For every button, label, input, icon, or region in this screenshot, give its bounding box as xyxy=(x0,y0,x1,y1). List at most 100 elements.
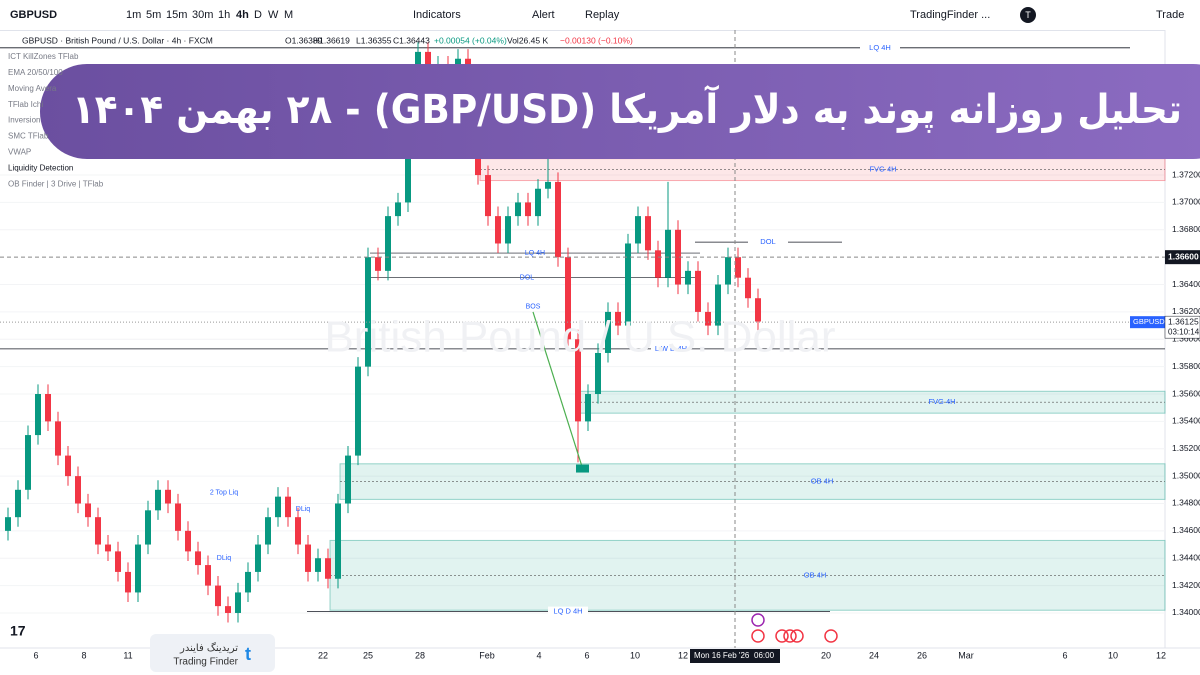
indicator-name: ICT KillZones TFlab xyxy=(8,52,79,61)
y-tick-label: 1.37000 xyxy=(1172,197,1200,207)
symbol[interactable]: GBPUSD xyxy=(10,9,58,21)
indicators-button[interactable]: Indicators xyxy=(413,9,461,21)
candle-body xyxy=(185,530,191,552)
alert-button[interactable]: Alert xyxy=(532,9,555,21)
candle-body xyxy=(735,257,741,278)
y-tick-label: 1.35400 xyxy=(1172,416,1200,426)
indicator-name: EMA 20/50/100 xyxy=(8,68,63,77)
candle-body xyxy=(755,298,761,322)
indicator-name: VWAP xyxy=(8,148,31,157)
symbol-tag xyxy=(1130,316,1165,329)
toolbar: GBPUSD 1m 5m 15m 30m 1h 4h D W M Indicators Aler… xyxy=(0,0,1200,31)
y-tick-label: 1.35200 xyxy=(1172,443,1200,453)
candle-body xyxy=(215,585,221,607)
candle-body xyxy=(225,606,231,613)
legend-volume: Vol26.45 K xyxy=(507,35,548,45)
level-label-bg xyxy=(748,237,788,248)
level-label-bg xyxy=(548,606,588,617)
candle-body xyxy=(685,270,691,285)
candle-body xyxy=(45,394,51,422)
logo-mark: t xyxy=(245,644,251,664)
candle-body xyxy=(605,311,611,353)
event-icon xyxy=(751,629,765,643)
interval[interactable]: 4h xyxy=(236,9,249,21)
candle-body xyxy=(305,544,311,572)
interval[interactable]: 5m xyxy=(146,9,162,21)
interval[interactable]: D xyxy=(254,9,262,21)
avatar[interactable]: T xyxy=(1020,7,1036,23)
candle-body xyxy=(35,394,41,436)
indicator-name: Liquidity Detection xyxy=(8,163,73,172)
candle-body xyxy=(405,120,411,203)
candle-body xyxy=(485,175,491,217)
symbol-tag-text: GBPUSD xyxy=(1133,317,1165,326)
event-icon xyxy=(775,629,789,643)
candle-body xyxy=(315,558,321,572)
candle-body xyxy=(245,571,251,593)
logo-box xyxy=(150,634,275,672)
y-tick-label: 1.37200 xyxy=(1172,169,1200,179)
interval[interactable]: 1h xyxy=(218,9,231,21)
x-tick-label: 6 xyxy=(584,650,589,660)
x-tick-label: 28 xyxy=(415,650,425,660)
y-tick-label: 1.34600 xyxy=(1172,525,1200,535)
candle-body xyxy=(625,243,631,326)
x-tick-label: 10 xyxy=(1108,650,1118,660)
indicator-name: Inversion xyxy=(8,116,40,125)
candle-body xyxy=(15,489,21,518)
candle-body xyxy=(575,339,581,422)
y-tick-label: 1.36400 xyxy=(1172,279,1200,289)
candle-body xyxy=(495,216,501,244)
candle-body xyxy=(235,592,241,613)
x-tick-label: 10 xyxy=(630,650,640,660)
candle-body xyxy=(335,503,341,579)
candle-body xyxy=(195,551,201,566)
candle-body xyxy=(705,311,711,326)
interval[interactable]: 15m xyxy=(166,9,188,21)
candle-body xyxy=(655,250,661,278)
layout-name[interactable]: TradingFinder ... xyxy=(910,9,991,21)
candle-body xyxy=(375,257,381,271)
candle-body xyxy=(85,503,91,518)
interval[interactable]: 1m xyxy=(126,9,142,21)
zone-label: OB 4H xyxy=(804,570,827,579)
countdown: 03:10:14 xyxy=(1168,327,1200,336)
candle-body xyxy=(95,517,101,545)
candle-body xyxy=(25,435,31,490)
banner xyxy=(40,64,1200,159)
interval[interactable]: M xyxy=(284,9,294,21)
candle-body xyxy=(665,229,671,278)
candle-body xyxy=(325,558,331,579)
candle-body xyxy=(285,496,291,518)
last-price-bg xyxy=(1164,315,1200,339)
candle-body xyxy=(505,216,511,244)
zone-label: FVG 4H xyxy=(869,165,896,174)
candle-body xyxy=(145,510,151,545)
interval[interactable]: W xyxy=(268,9,279,21)
chart-note: DLiq xyxy=(217,555,232,562)
indicator-name: TFlab Ichi xyxy=(8,100,43,109)
x-tick-label: 6 xyxy=(33,650,38,660)
x-tick-label: 22 xyxy=(318,650,328,660)
candle-body xyxy=(295,517,301,545)
zone xyxy=(479,158,1166,182)
tv-logo: 17 xyxy=(10,623,26,639)
x-tick-label: 12 xyxy=(1156,650,1166,660)
candle-body xyxy=(205,565,211,586)
candle-body xyxy=(265,517,271,545)
x-tick-label: 24 xyxy=(869,650,879,660)
candle-body xyxy=(275,496,281,518)
y-tick-label: 1.34000 xyxy=(1172,607,1200,617)
x-tick-label: 4 xyxy=(536,650,541,660)
y-tick-label: 1.35600 xyxy=(1172,388,1200,398)
interval[interactable]: 30m xyxy=(192,9,214,21)
banner-title: تحلیل روزانه پوند به دلار آمریکا (GBP/US… xyxy=(72,84,1182,133)
zone-label: OB 4H xyxy=(811,477,834,486)
trade-button[interactable]: Trade xyxy=(1156,9,1185,21)
legend-change: +0.00054 (+0.04%) xyxy=(434,35,507,45)
candle-body xyxy=(615,311,621,326)
chart-note: LQ 4H xyxy=(525,250,545,257)
replay-button[interactable]: Replay xyxy=(585,9,620,21)
candle-body xyxy=(165,489,171,504)
